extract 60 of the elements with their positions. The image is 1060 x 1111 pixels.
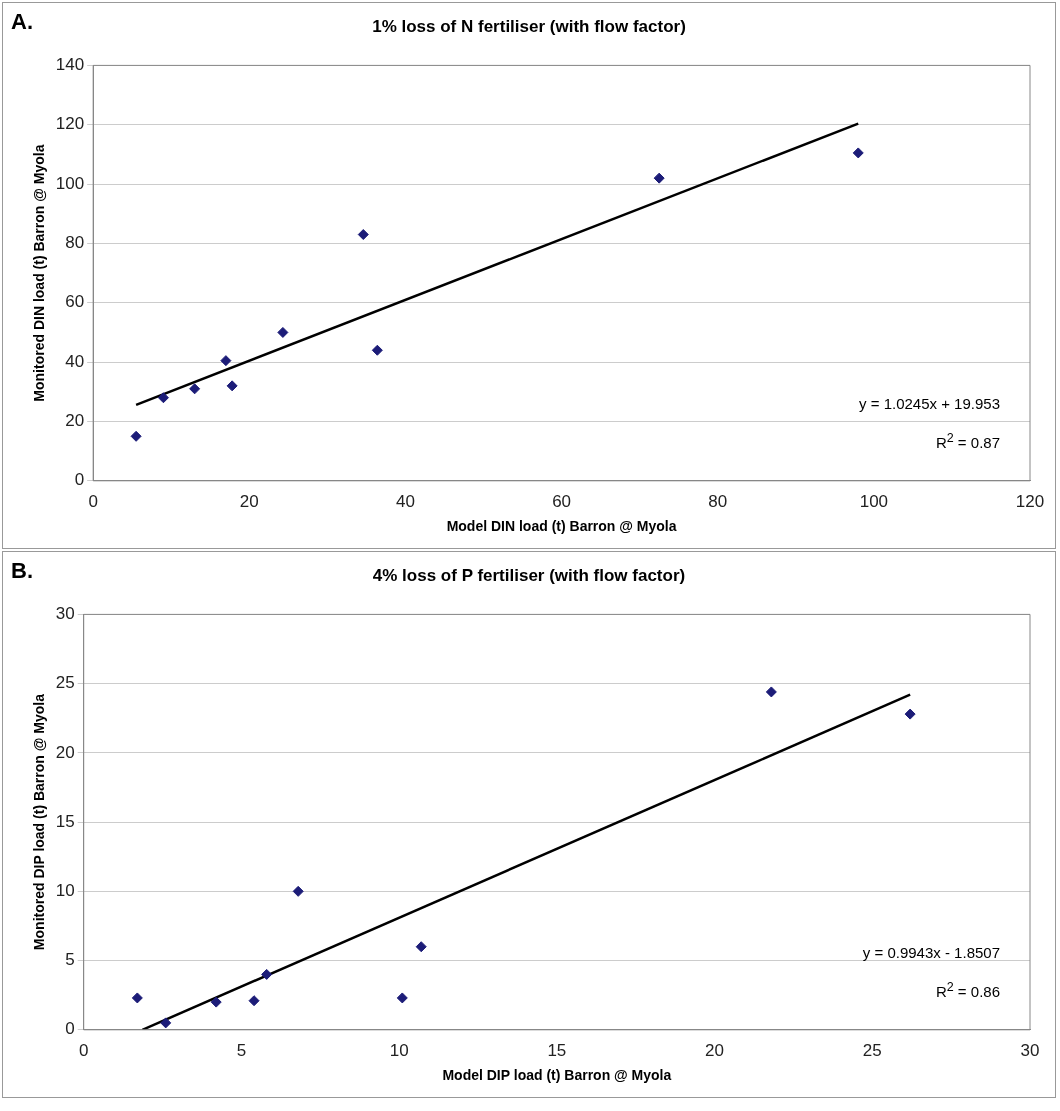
- point: [371, 344, 383, 356]
- point: [852, 147, 864, 159]
- x-tick-label: 15: [547, 1040, 567, 1060]
- x-axis-title: Model DIN load (t) Barron @ Myola: [446, 518, 677, 535]
- point: [220, 355, 232, 367]
- point: [226, 380, 238, 392]
- annotation: y = 1.0245x + 19.953: [859, 394, 1000, 412]
- y-tick-label: 120: [55, 114, 85, 134]
- y-tick-label: 60: [65, 292, 85, 312]
- text: A.: [11, 9, 33, 35]
- point: [130, 430, 142, 442]
- annotation: y = 0.9943x - 1.8507: [862, 943, 1000, 961]
- point: [653, 172, 665, 184]
- x-axis-title: Model DIP load (t) Barron @ Myola: [442, 1067, 672, 1084]
- text: B.: [11, 558, 33, 584]
- x-tick-label: 5: [236, 1040, 247, 1060]
- x-tick-label: 80: [708, 491, 728, 511]
- x-tick-label: 30: [1020, 1040, 1040, 1060]
- point: [157, 392, 169, 404]
- annotation: R$^{2}$ = 0.87: [935, 430, 1000, 451]
- point: [131, 992, 143, 1004]
- point: [292, 885, 304, 897]
- y-tick-label: 20: [55, 742, 75, 762]
- y-tick-label: 40: [65, 351, 85, 371]
- y-tick-label: 140: [55, 55, 85, 75]
- y-tick-label: 80: [65, 233, 85, 253]
- y-axis-title: Monitored DIN load (t) Barron @ Myola: [31, 144, 48, 402]
- x-tick-label: 20: [239, 491, 259, 511]
- annotation: R$^{2}$ = 0.86: [935, 979, 1000, 1000]
- x-tick-label: 60: [552, 491, 572, 511]
- point: [357, 229, 369, 241]
- y-tick-label: 0: [65, 1019, 75, 1039]
- point: [160, 1017, 172, 1029]
- point: [396, 992, 408, 1004]
- y-tick-label: 25: [55, 673, 75, 693]
- x-tick-label: 25: [862, 1040, 882, 1060]
- x-tick-label: 40: [395, 491, 415, 511]
- y-tick-label: 100: [55, 173, 85, 193]
- point: [904, 708, 916, 720]
- y-tick-label: 5: [65, 950, 75, 970]
- x-tick-label: 20: [705, 1040, 725, 1060]
- point: [765, 686, 777, 698]
- chart-title: 1% loss of N fertiliser (with flow factor): [372, 16, 686, 36]
- y-axis-title: Monitored DIP load (t) Barron @ Myola: [31, 693, 48, 951]
- chart-title: 4% loss of P fertiliser (with flow factor): [372, 565, 686, 585]
- point: [415, 941, 427, 953]
- x-tick-label: 120: [1015, 491, 1045, 511]
- y-tick-label: 30: [55, 604, 75, 624]
- y-tick-label: 20: [65, 411, 85, 431]
- point: [248, 995, 260, 1007]
- y-tick-label: 10: [55, 881, 75, 901]
- point: [261, 968, 273, 980]
- point: [277, 326, 289, 338]
- point: [189, 383, 201, 395]
- y-tick-label: 0: [74, 470, 85, 490]
- y-tick-label: 15: [55, 811, 75, 831]
- x-tick-label: 0: [88, 491, 98, 511]
- x-tick-label: 100: [859, 491, 889, 511]
- point: [210, 996, 222, 1008]
- x-tick-label: 10: [389, 1040, 409, 1060]
